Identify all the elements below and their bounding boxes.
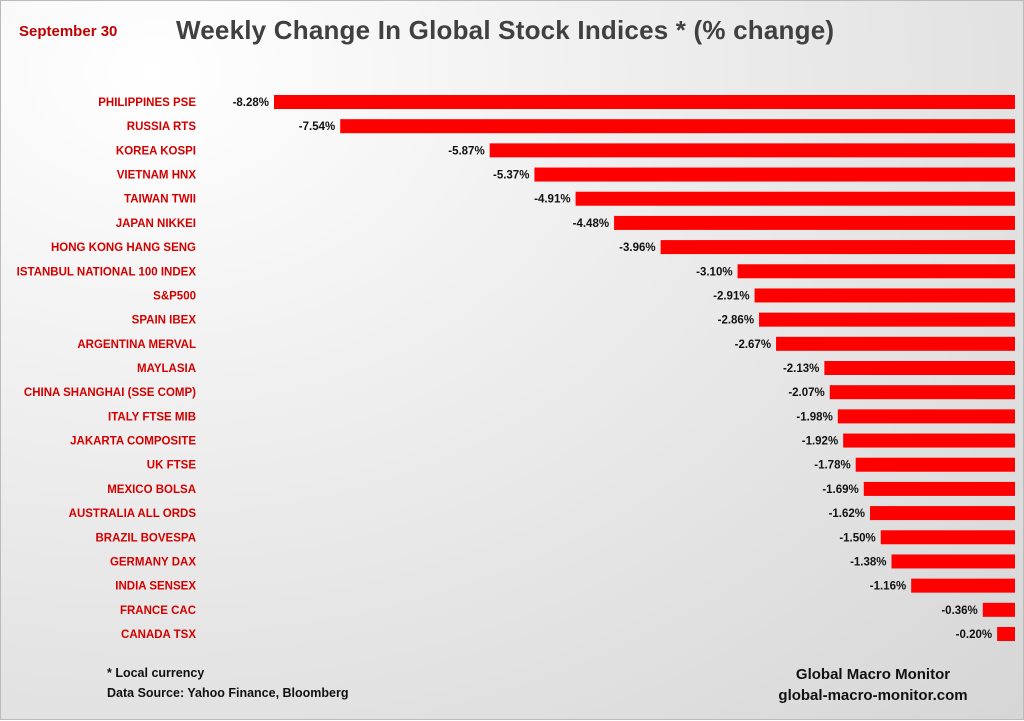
data-label: -2.67% <box>735 339 771 351</box>
category-label: CANADA TSX <box>121 629 196 641</box>
category-label: RUSSIA RTS <box>127 121 197 133</box>
bar <box>274 95 1015 109</box>
bar <box>824 361 1015 375</box>
data-label: -5.87% <box>448 145 484 157</box>
bar <box>982 602 1015 617</box>
data-label: -1.78% <box>814 460 850 472</box>
bar <box>660 240 1015 255</box>
data-label: -1.38% <box>850 556 886 568</box>
category-label: S&P500 <box>153 290 196 302</box>
data-label: -2.86% <box>718 315 754 327</box>
category-label: INDIA SENSEX <box>115 581 196 593</box>
data-label: -8.28% <box>233 97 269 109</box>
data-label: -3.10% <box>696 266 732 278</box>
bar <box>911 578 1015 593</box>
data-label: -0.36% <box>941 605 977 617</box>
data-label: -1.69% <box>822 484 858 496</box>
bar <box>863 481 1015 496</box>
category-label: FRANCE CAC <box>120 605 196 617</box>
bar <box>891 554 1015 569</box>
category-label: GERMANY DAX <box>110 556 196 568</box>
data-label: -2.07% <box>788 387 824 399</box>
brand-name: Global Macro Monitor <box>795 666 951 683</box>
bar <box>575 191 1015 206</box>
data-label: -0.20% <box>956 629 992 641</box>
footnote: * Local currency <box>107 666 205 680</box>
data-label: -4.91% <box>534 194 570 206</box>
category-label: JAPAN NIKKEI <box>116 218 196 230</box>
data-label: -1.98% <box>796 411 832 423</box>
brand-url: global-macro-monitor.com <box>778 687 968 704</box>
data-label: -4.48% <box>573 218 609 230</box>
category-label: ARGENTINA MERVAL <box>77 339 196 351</box>
bar <box>754 288 1015 303</box>
chart-title: Weekly Change In Global Stock Indices * … <box>176 15 835 45</box>
category-label: VIETNAM HNX <box>117 170 197 182</box>
bar <box>997 627 1015 641</box>
bar <box>489 143 1015 158</box>
category-label: PHILIPPINES PSE <box>98 97 196 109</box>
category-label: BRAZIL BOVESPA <box>95 532 196 544</box>
data-label: -1.62% <box>829 508 865 520</box>
data-label: -1.50% <box>839 532 875 544</box>
data-label: -1.16% <box>870 581 906 593</box>
bar <box>837 409 1015 424</box>
bar <box>759 312 1015 327</box>
category-label: TAIWAN TWII <box>124 194 196 206</box>
category-label: SPAIN IBEX <box>132 315 197 327</box>
data-label: -2.91% <box>713 290 749 302</box>
data-label: -2.13% <box>783 363 819 375</box>
bar <box>534 167 1015 182</box>
bar <box>855 457 1015 472</box>
data-source: Data Source: Yahoo Finance, Bloomberg <box>107 686 349 700</box>
bar <box>843 433 1015 448</box>
category-label: MEXICO BOLSA <box>107 484 196 496</box>
chart-date: September 30 <box>19 23 118 40</box>
category-label: ISTANBUL NATIONAL 100 INDEX <box>17 266 197 278</box>
category-label: ITALY FTSE MIB <box>108 411 196 423</box>
bar <box>870 506 1015 521</box>
bar <box>614 215 1015 230</box>
data-label: -3.96% <box>619 242 655 254</box>
bar <box>776 336 1015 351</box>
category-label: MAYLASIA <box>137 363 196 375</box>
category-label: AUSTRALIA ALL ORDS <box>69 508 197 520</box>
data-label: -5.37% <box>493 170 529 182</box>
bar <box>880 530 1015 545</box>
category-label: HONG KONG HANG SENG <box>51 242 196 254</box>
bar <box>340 119 1016 134</box>
data-label: -1.92% <box>802 436 838 448</box>
bar <box>737 264 1015 279</box>
category-label: CHINA SHANGHAI (SSE COMP) <box>24 387 196 399</box>
category-label: KOREA KOSPI <box>116 145 196 157</box>
category-label: JAKARTA COMPOSITE <box>70 436 196 448</box>
bar <box>829 385 1015 400</box>
data-label: -7.54% <box>299 121 335 133</box>
category-label: UK FTSE <box>147 460 197 472</box>
